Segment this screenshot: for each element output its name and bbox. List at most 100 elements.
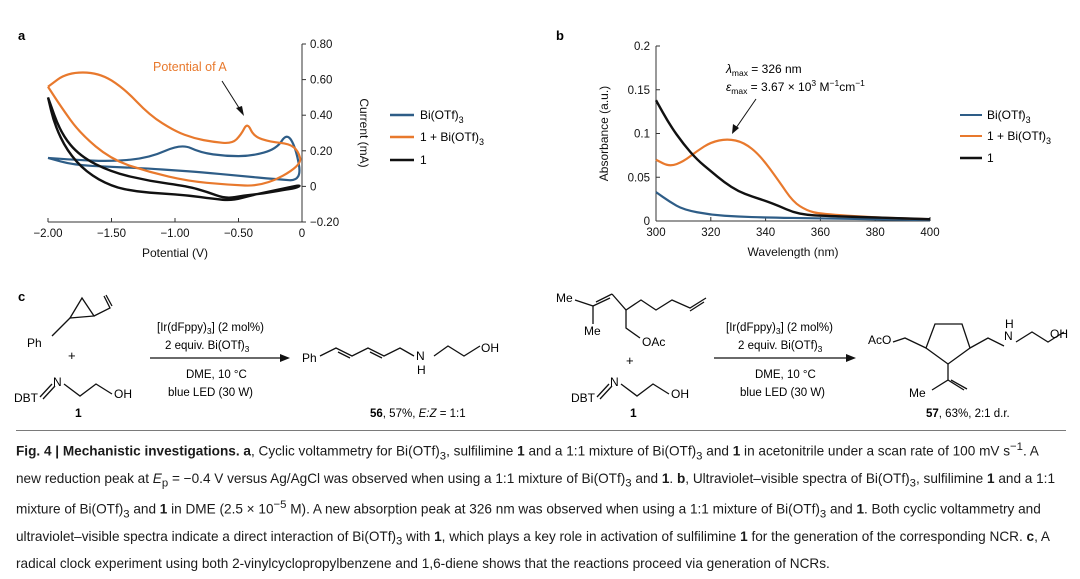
epsilon-max-annotation: εmax = 3.67 × 103 M−1cm−1 <box>726 78 865 96</box>
product-57-aco: AcO <box>868 333 891 347</box>
x-tick-label: 320 <box>701 227 720 239</box>
product-56-oh: OH <box>481 341 499 355</box>
conditions-catalyst-right: [Ir(dFppy)3] (2 mol%) <box>726 322 833 336</box>
product-57-label: 57, 63%, 2:1 d.r. <box>926 408 1010 420</box>
sulfilimine-structure-left <box>39 383 113 400</box>
plus-sign-right: + <box>626 353 634 368</box>
y-tick-label: 0.20 <box>310 146 332 158</box>
annotation-arrow-head <box>236 106 244 116</box>
x-axis-title: Potential (V) <box>142 246 208 260</box>
x-tick-label: −2.00 <box>33 228 62 240</box>
plus-sign-left: + <box>68 348 76 363</box>
y-tick-label: 0.40 <box>310 110 332 122</box>
product-56-n: N <box>416 349 425 363</box>
me-bottom-label: Me <box>584 324 601 338</box>
figure-caption: Fig. 4 | Mechanistic investigations. a, … <box>16 430 1066 575</box>
annotation-arrow-line-b <box>735 98 757 129</box>
x-axis-title: Wavelength (nm) <box>748 245 839 259</box>
product-57-h: H <box>1005 317 1014 331</box>
series-line-1-bi-otf-3 <box>47 71 302 187</box>
y-tick-label: 0.60 <box>310 75 332 87</box>
oh-label-left: OH <box>114 387 132 401</box>
y-tick-label: 0 <box>644 216 650 228</box>
dbt-label-right: DBT <box>571 391 596 405</box>
product-57-me: Me <box>909 386 926 400</box>
annotation-arrow-line <box>221 80 242 112</box>
conditions-equiv-right: 2 equiv. Bi(OTf)3 <box>738 340 823 354</box>
compound-1-label-left: 1 <box>75 406 82 420</box>
caption-a: a <box>243 443 251 459</box>
product-56-h: H <box>417 363 426 377</box>
series-line-1 <box>46 96 301 202</box>
panel-a-legend: Bi(OTf)3 1 + Bi(OTf)3 1 <box>390 108 484 167</box>
potential-of-a-annotation: Potential of A <box>153 60 227 74</box>
x-tick-label: 400 <box>920 227 939 239</box>
cv-chart: −2.00 −1.50 −1.00 −0.50 0 Potential (V) 0.80 0.… <box>33 39 371 260</box>
series-line-1-bi-otf-3 <box>655 138 931 221</box>
y-tick-label: 0.05 <box>628 172 650 184</box>
panel-a-figure: a −2.00 −1.50 −1.00 −0.50 0 Potential (V) 0.80… <box>18 28 484 260</box>
x-tick-label: −0.50 <box>224 228 253 240</box>
y-tick-label: 0 <box>310 181 316 193</box>
me-top-label: Me <box>556 291 573 305</box>
n-label-left: N <box>53 375 62 389</box>
x-tick-label: −1.00 <box>160 228 189 240</box>
caption-divider <box>16 430 1066 431</box>
y-axis-title: Current (mA) <box>357 98 371 167</box>
y-tick-label: 0.1 <box>634 129 650 141</box>
product-56-label: 56, 57%, E:Z = 1:1 <box>370 408 466 420</box>
series-line-1 <box>654 99 931 221</box>
legend-label-one-b: 1 <box>987 151 994 165</box>
legend-label-bi: Bi(OTf)3 <box>420 108 464 125</box>
lambda-max-annotation: λmax = 326 nm <box>725 62 802 78</box>
caption-fig-title: Fig. 4 | Mechanistic investigations. <box>16 443 240 459</box>
x-tick-label: 380 <box>866 227 885 239</box>
product-57-n: N <box>1004 329 1013 343</box>
panel-a-label: a <box>18 28 26 43</box>
panel-b-figure: b 300 320 340 360 380 400 Wavelength (nm) 0.2 0.… <box>556 28 1051 259</box>
diene-structure <box>574 293 707 339</box>
conditions-solvent-right: DME, 10 °C <box>755 369 816 381</box>
legend-label-one: 1 <box>420 153 427 167</box>
series-line-bi-otf-3 <box>47 135 301 182</box>
x-tick-label: 340 <box>756 227 775 239</box>
panel-b-label: b <box>556 28 564 43</box>
caption-c: c <box>1026 529 1035 544</box>
caption-b: b <box>676 470 686 486</box>
x-tick-label: 360 <box>811 227 830 239</box>
x-tick-label: −1.50 <box>97 228 126 240</box>
conditions-equiv-left: 2 equiv. Bi(OTf)3 <box>165 340 250 354</box>
product-57-oh: OH <box>1050 327 1068 341</box>
annotation-arrow-head-b <box>732 124 739 134</box>
reaction-arrowhead-right <box>846 354 856 362</box>
legend-label-mix: 1 + Bi(OTf)3 <box>420 130 484 147</box>
y-tick-label: 0.2 <box>634 41 650 53</box>
product-56-phenyl: Ph <box>302 351 317 365</box>
n-label-right: N <box>610 375 619 389</box>
panel-c-label: c <box>18 289 25 304</box>
oac-label: OAc <box>642 335 665 349</box>
panel-c-scheme: c Ph + DBT N OH 1 [Ir(dFppy)3] (2 mol%) … <box>14 289 1068 420</box>
legend-label-mix-b: 1 + Bi(OTf)3 <box>987 129 1051 146</box>
conditions-light-left: blue LED (30 W) <box>168 387 253 399</box>
vinylcyclopropylbenzene-structure <box>51 294 113 337</box>
product-56-structure <box>319 345 481 359</box>
uvvis-chart: 300 320 340 360 380 400 Wavelength (nm) 0.2 0.15… <box>597 41 940 259</box>
y-axis-title: Absorbance (a.u.) <box>597 86 611 181</box>
conditions-light-right: blue LED (30 W) <box>740 387 825 399</box>
y-tick-label: 0.80 <box>310 39 332 51</box>
dbt-label-left: DBT <box>14 391 39 405</box>
y-tick-label: 0.15 <box>628 85 650 97</box>
reaction-arrowhead-left <box>280 354 290 362</box>
oh-label-right: OH <box>671 387 689 401</box>
y-tick-label: −0.20 <box>310 217 339 229</box>
product-57-structure <box>892 323 1065 391</box>
conditions-solvent-left: DME, 10 °C <box>186 369 247 381</box>
conditions-catalyst-left: [Ir(dFppy)3] (2 mol%) <box>157 322 264 336</box>
panel-b-legend: Bi(OTf)3 1 + Bi(OTf)3 1 <box>960 108 1051 165</box>
series-line-bi-otf-3 <box>655 191 931 222</box>
compound-1-label-right: 1 <box>630 406 637 420</box>
x-tick-label: 0 <box>299 228 305 240</box>
sulfilimine-structure-right <box>596 383 670 400</box>
legend-label-bi-b: Bi(OTf)3 <box>987 108 1031 125</box>
